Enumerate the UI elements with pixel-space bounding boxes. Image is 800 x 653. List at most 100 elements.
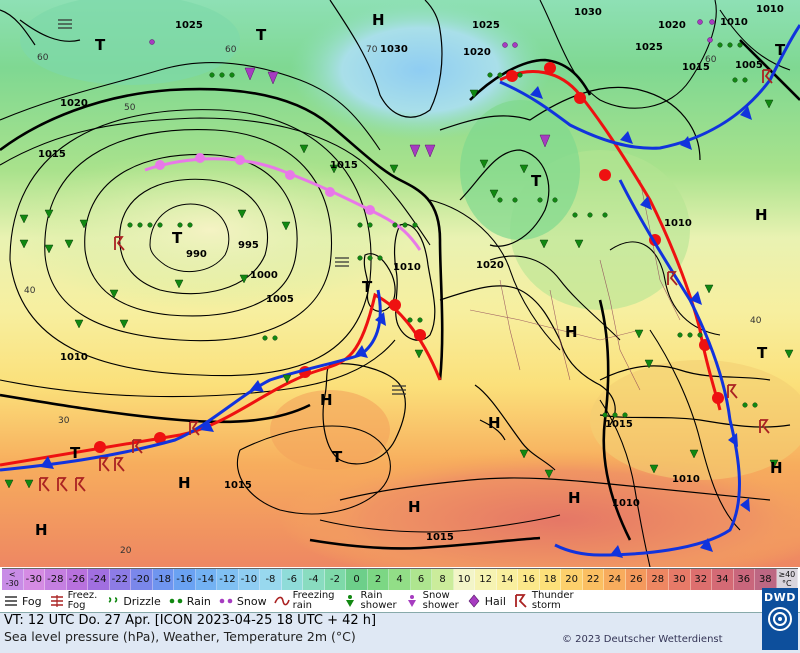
colorbar-cell: 8 bbox=[432, 569, 454, 590]
rain-shower-icon bbox=[345, 595, 354, 607]
rain-shower-symbol bbox=[119, 319, 129, 329]
cold-front-marker bbox=[530, 86, 543, 99]
colorbar-cell: -30 bbox=[23, 569, 46, 590]
colorbar-cell: 16 bbox=[518, 569, 540, 590]
dwd-swirl-icon bbox=[768, 607, 792, 631]
weather-symbols-fog bbox=[58, 19, 406, 395]
rain-shower-symbol bbox=[19, 214, 29, 224]
colorbar-cell: -2 bbox=[324, 569, 347, 590]
colorbar-cell: 36 bbox=[733, 569, 756, 590]
isobar-label: 1010 bbox=[612, 498, 640, 509]
legend-thunderstorm-line1: Thunder bbox=[531, 590, 574, 601]
grid-label: 60 bbox=[705, 55, 717, 65]
rain-shower-symbol bbox=[764, 99, 774, 109]
isobar-label: 1010 bbox=[60, 352, 88, 363]
weather-symbols-rain bbox=[127, 42, 758, 418]
rain-symbol bbox=[742, 402, 748, 408]
rain-shower-symbol bbox=[519, 449, 529, 459]
rain-symbol bbox=[137, 222, 143, 228]
coastline-italy bbox=[474, 384, 556, 471]
freezing-fog-icon bbox=[50, 595, 63, 607]
rain-shower-symbol bbox=[64, 239, 74, 249]
isobar-1015-sahara bbox=[319, 514, 561, 533]
occluded-front-marker bbox=[195, 153, 205, 163]
rain-shower-symbol bbox=[469, 89, 479, 99]
isobar-label: 1005 bbox=[735, 60, 763, 71]
borders bbox=[469, 179, 681, 391]
rain-shower-symbol bbox=[644, 359, 654, 369]
rain-symbol bbox=[537, 197, 543, 203]
snow-symbol bbox=[707, 37, 713, 43]
thunderstorm-symbol bbox=[132, 439, 143, 454]
coastline-britain bbox=[394, 223, 436, 341]
fog-symbol bbox=[392, 385, 406, 395]
rain-shower-symbol bbox=[634, 329, 644, 339]
rain-symbol bbox=[512, 197, 518, 203]
cold-front-marker bbox=[680, 136, 692, 150]
low-center-iberia: T bbox=[332, 448, 343, 466]
legend-snow-shower: Snow shower bbox=[403, 591, 459, 611]
isobar-1015-north bbox=[0, 117, 431, 246]
legend-hail-label: Hail bbox=[484, 594, 506, 608]
isobar-1015-iberia bbox=[236, 425, 391, 515]
isobar-label: 995 bbox=[238, 240, 259, 251]
occluded-front bbox=[144, 153, 422, 251]
legend-hail: Hail bbox=[465, 594, 506, 608]
temperature-colorbar: < -30 -30 -28 -26 -24 -22 -20 -18 -16 -14 -12 -10 -8… bbox=[2, 568, 799, 590]
colorbar-cell: -4 bbox=[303, 569, 325, 590]
colorbar-cell: -16 bbox=[174, 569, 196, 590]
rain-shower-symbol bbox=[79, 219, 89, 229]
rain-symbol bbox=[407, 317, 413, 323]
rain-symbol bbox=[147, 222, 153, 228]
rain-symbol bbox=[357, 222, 363, 228]
product-description: Sea level pressure (hPa), Weather, Tempe… bbox=[4, 629, 356, 644]
rain-symbol bbox=[417, 317, 423, 323]
grid-labels: 60 60 70 60 50 40 40 30 20 bbox=[24, 45, 762, 556]
rain-symbol bbox=[127, 222, 133, 228]
hail-icon bbox=[468, 594, 480, 608]
cold-front-marker bbox=[690, 291, 702, 305]
snow-symbol bbox=[697, 19, 703, 25]
isobar-1015-south bbox=[0, 339, 396, 398]
colorbar-cell: 18 bbox=[539, 569, 562, 590]
rain-shower-symbol bbox=[19, 239, 29, 249]
thunderstorm-symbol bbox=[727, 384, 738, 399]
colorbar-cell: 22 bbox=[582, 569, 605, 590]
legend-rain-shower-line2: shower bbox=[360, 600, 397, 611]
isobar-labels: 1025 1030 1025 1030 1020 1010 1005 1025 … bbox=[38, 4, 784, 543]
border-4 bbox=[599, 259, 641, 391]
high-center-atlantic: H bbox=[178, 474, 191, 492]
isobar-label: 1020 bbox=[658, 20, 686, 31]
low-center-atlantic: T bbox=[172, 229, 183, 247]
grid-label: 50 bbox=[124, 103, 136, 113]
rain-symbol bbox=[622, 412, 628, 418]
legend-snow-shower-label: Snow shower bbox=[423, 591, 459, 611]
coastline-greenland bbox=[329, 0, 443, 118]
isobar-label: 1025 bbox=[635, 42, 663, 53]
legend-drizzle: Drizzle bbox=[103, 594, 161, 608]
colorbar-cell: 38 bbox=[755, 569, 777, 590]
low-center-arctic: T bbox=[256, 26, 267, 44]
isobar-label: 1010 bbox=[720, 17, 748, 28]
rain-symbol bbox=[367, 255, 373, 261]
isobar-label: 1015 bbox=[605, 419, 633, 430]
dwd-logo: DWD bbox=[762, 588, 798, 650]
rain-symbol bbox=[602, 212, 608, 218]
legend-freezing-fog-label: Freez. Fog bbox=[68, 591, 98, 611]
fog-symbol bbox=[58, 19, 72, 29]
rain-symbol bbox=[272, 335, 278, 341]
isobar-1015-south-east bbox=[599, 399, 651, 567]
high-center-morocco: H bbox=[408, 498, 421, 516]
thunderstorm-symbol bbox=[99, 457, 110, 472]
isobar-1020-center bbox=[429, 199, 561, 351]
rain-shower-symbol bbox=[519, 164, 529, 174]
drizzle-icon bbox=[108, 597, 118, 603]
legend-freezing-fog-line1: Freez. bbox=[67, 590, 98, 601]
snow-shower-symbol bbox=[424, 144, 436, 158]
isobar-990 bbox=[149, 203, 230, 273]
copyright-notice: © 2023 Deutscher Wetterdienst bbox=[562, 634, 723, 645]
cold-front-line-north bbox=[499, 24, 800, 150]
colorbar-cell: < -30 bbox=[2, 569, 24, 590]
isobar-1015-bold-southwest bbox=[0, 393, 311, 424]
colorbar-cell: -10 bbox=[238, 569, 261, 590]
